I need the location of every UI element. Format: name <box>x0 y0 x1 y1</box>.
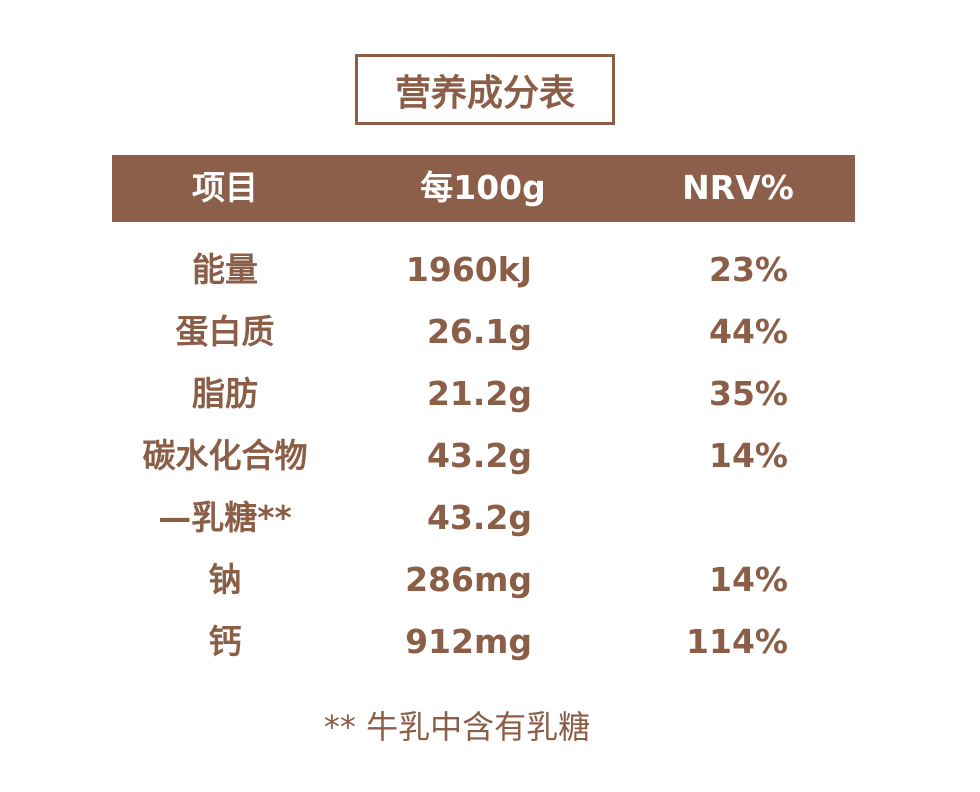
table-cell: 286mg <box>405 560 532 599</box>
table-cell: 114% <box>686 622 788 661</box>
table-cell: 脂肪 <box>192 374 258 413</box>
table-cell: 能量 <box>192 250 258 289</box>
table-cell: 钠 <box>208 560 242 599</box>
header-cell: NRV% <box>682 168 794 207</box>
header-cell: 每100g <box>420 168 546 207</box>
table-cell: 44% <box>709 312 788 351</box>
table-cell: 碳水化合物 <box>142 436 308 475</box>
table-cell: 21.2g <box>426 374 532 413</box>
title: 营养成分表 <box>355 54 615 125</box>
table-cell: 1960kJ <box>405 250 532 289</box>
table-cell: 43.2g <box>426 436 532 475</box>
table-cell: 14% <box>709 560 788 599</box>
table-header: 项目 每100g NRV% <box>112 155 855 222</box>
header-cell: 项目 <box>192 168 258 207</box>
table-cell: 钙 <box>208 622 242 661</box>
table-cell: 23% <box>709 250 788 289</box>
table-cell: 蛋白质 <box>175 312 275 351</box>
table-cell: 26.1g <box>426 312 532 351</box>
table-cell: —乳糖** <box>158 498 292 537</box>
table-cell: 43.2g <box>426 498 532 537</box>
footnote: ** 牛乳中含有乳糖 <box>323 708 591 746</box>
table-cell: 14% <box>709 436 788 475</box>
table-cell: 35% <box>709 374 788 413</box>
table-cell: 912mg <box>405 622 532 661</box>
